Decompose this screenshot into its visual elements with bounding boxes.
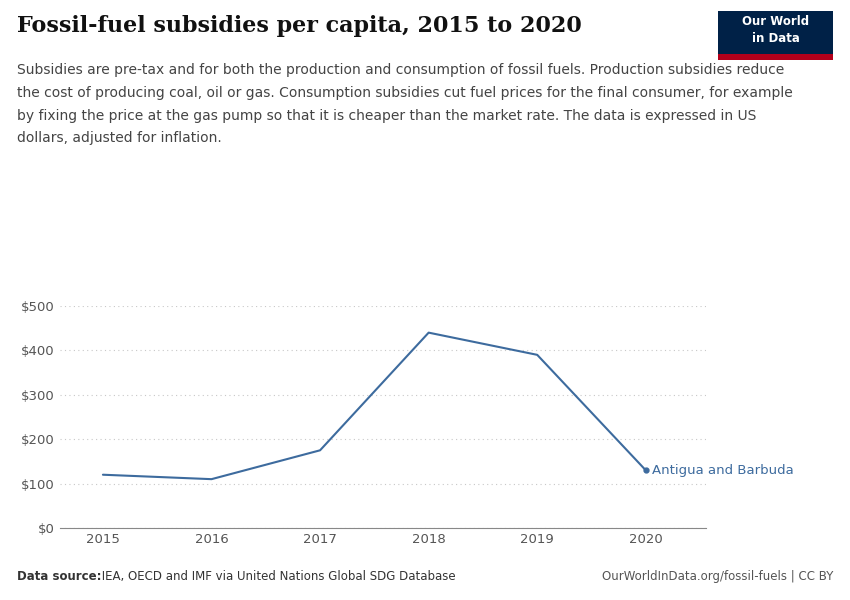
Text: Our World
in Data: Our World in Data — [742, 16, 809, 46]
Text: by fixing the price at the gas pump so that it is cheaper than the market rate. : by fixing the price at the gas pump so t… — [17, 109, 756, 122]
Text: IEA, OECD and IMF via United Nations Global SDG Database: IEA, OECD and IMF via United Nations Glo… — [98, 570, 456, 583]
Text: Data source:: Data source: — [17, 570, 101, 583]
FancyBboxPatch shape — [718, 53, 833, 60]
Text: dollars, adjusted for inflation.: dollars, adjusted for inflation. — [17, 131, 222, 145]
Text: OurWorldInData.org/fossil-fuels | CC BY: OurWorldInData.org/fossil-fuels | CC BY — [602, 570, 833, 583]
Text: the cost of producing coal, oil or gas. Consumption subsidies cut fuel prices fo: the cost of producing coal, oil or gas. … — [17, 86, 793, 100]
Text: Antigua and Barbuda: Antigua and Barbuda — [652, 464, 794, 477]
FancyBboxPatch shape — [718, 11, 833, 60]
Text: Fossil-fuel subsidies per capita, 2015 to 2020: Fossil-fuel subsidies per capita, 2015 t… — [17, 15, 581, 37]
Text: Subsidies are pre-tax and for both the production and consumption of fossil fuel: Subsidies are pre-tax and for both the p… — [17, 63, 785, 77]
